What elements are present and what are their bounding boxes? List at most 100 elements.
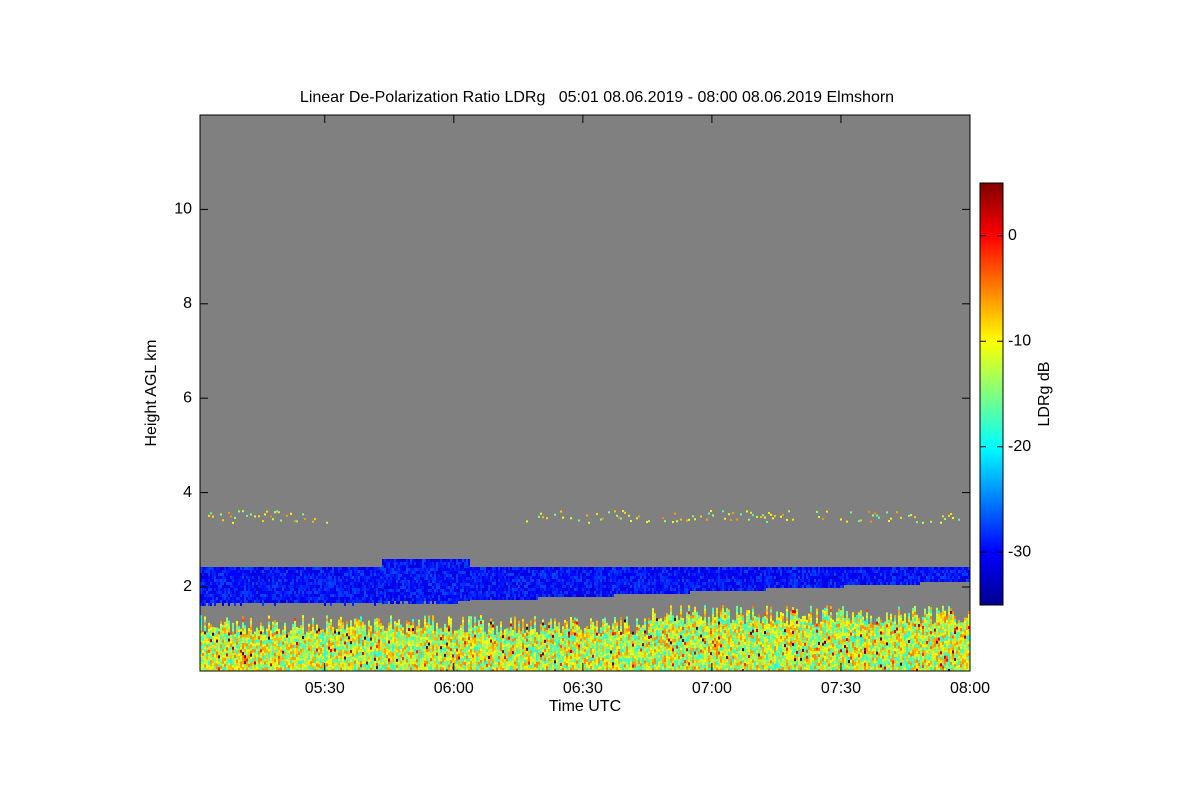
texture xyxy=(410,631,412,634)
texture xyxy=(486,658,488,661)
texture xyxy=(364,640,366,643)
texture xyxy=(326,624,328,627)
texture xyxy=(410,562,412,565)
texture xyxy=(302,630,304,633)
texture xyxy=(308,630,310,633)
texture xyxy=(434,562,436,565)
texture xyxy=(398,589,400,592)
texture xyxy=(538,668,540,671)
texture xyxy=(260,585,262,588)
texture xyxy=(204,594,206,597)
texture xyxy=(496,638,498,641)
texture xyxy=(328,665,330,668)
texture xyxy=(450,624,452,627)
texture xyxy=(382,665,384,668)
texture xyxy=(404,589,406,592)
texture xyxy=(228,660,230,663)
texture xyxy=(348,567,350,570)
texture xyxy=(368,660,370,663)
texture xyxy=(400,655,402,658)
texture xyxy=(320,639,322,642)
texture xyxy=(384,649,386,652)
texture xyxy=(246,591,248,594)
texture xyxy=(406,639,408,642)
texture xyxy=(438,637,440,640)
texture xyxy=(442,598,444,601)
texture xyxy=(404,667,406,670)
texture xyxy=(316,643,318,646)
texture xyxy=(210,633,212,636)
texture xyxy=(348,576,350,579)
texture xyxy=(254,656,256,659)
texture xyxy=(542,582,544,585)
texture xyxy=(310,646,312,649)
texture xyxy=(518,642,520,645)
texture xyxy=(358,638,360,641)
texture xyxy=(468,649,470,652)
texture xyxy=(378,640,380,643)
texture xyxy=(454,598,456,601)
texture xyxy=(538,585,540,588)
texture xyxy=(386,667,388,670)
texture xyxy=(434,589,436,592)
texture xyxy=(224,567,226,570)
texture xyxy=(412,595,414,598)
texture xyxy=(460,592,462,595)
texture xyxy=(342,640,344,643)
texture xyxy=(384,598,386,601)
texture xyxy=(258,645,260,648)
texture xyxy=(230,582,232,585)
texture xyxy=(352,594,354,597)
texture xyxy=(482,623,484,626)
texture xyxy=(282,657,284,660)
texture xyxy=(442,568,444,571)
texture xyxy=(384,565,386,568)
texture xyxy=(292,591,294,594)
texture xyxy=(440,601,442,604)
texture xyxy=(500,594,502,597)
texture xyxy=(544,664,546,667)
texture xyxy=(406,580,408,583)
texture xyxy=(470,637,472,640)
texture xyxy=(370,629,372,632)
texture xyxy=(216,628,218,631)
texture xyxy=(490,625,492,628)
texture xyxy=(280,588,282,591)
texture xyxy=(424,655,426,658)
texture xyxy=(344,650,346,653)
texture xyxy=(472,591,474,594)
texture xyxy=(274,603,276,606)
texture xyxy=(334,585,336,588)
texture xyxy=(474,567,476,570)
texture xyxy=(338,665,340,668)
texture xyxy=(210,663,212,666)
texture xyxy=(546,654,548,657)
texture xyxy=(476,585,478,588)
texture xyxy=(420,574,422,577)
texture xyxy=(254,588,256,591)
texture xyxy=(436,668,438,671)
texture xyxy=(308,576,310,579)
texture xyxy=(470,667,472,670)
texture xyxy=(398,643,400,646)
texture xyxy=(464,592,466,595)
texture xyxy=(526,627,528,630)
texture xyxy=(474,656,476,659)
texture xyxy=(410,664,412,667)
texture xyxy=(280,644,282,647)
texture xyxy=(490,643,492,646)
texture xyxy=(504,588,506,591)
texture xyxy=(476,576,478,579)
texture xyxy=(206,567,208,570)
texture xyxy=(394,639,396,642)
texture xyxy=(496,629,498,632)
texture xyxy=(272,628,274,631)
texture xyxy=(374,625,376,628)
texture xyxy=(266,638,268,641)
texture xyxy=(242,591,244,594)
texture xyxy=(260,655,262,658)
texture xyxy=(388,643,390,646)
texture xyxy=(270,579,272,582)
texture xyxy=(548,658,550,661)
texture xyxy=(546,633,548,636)
